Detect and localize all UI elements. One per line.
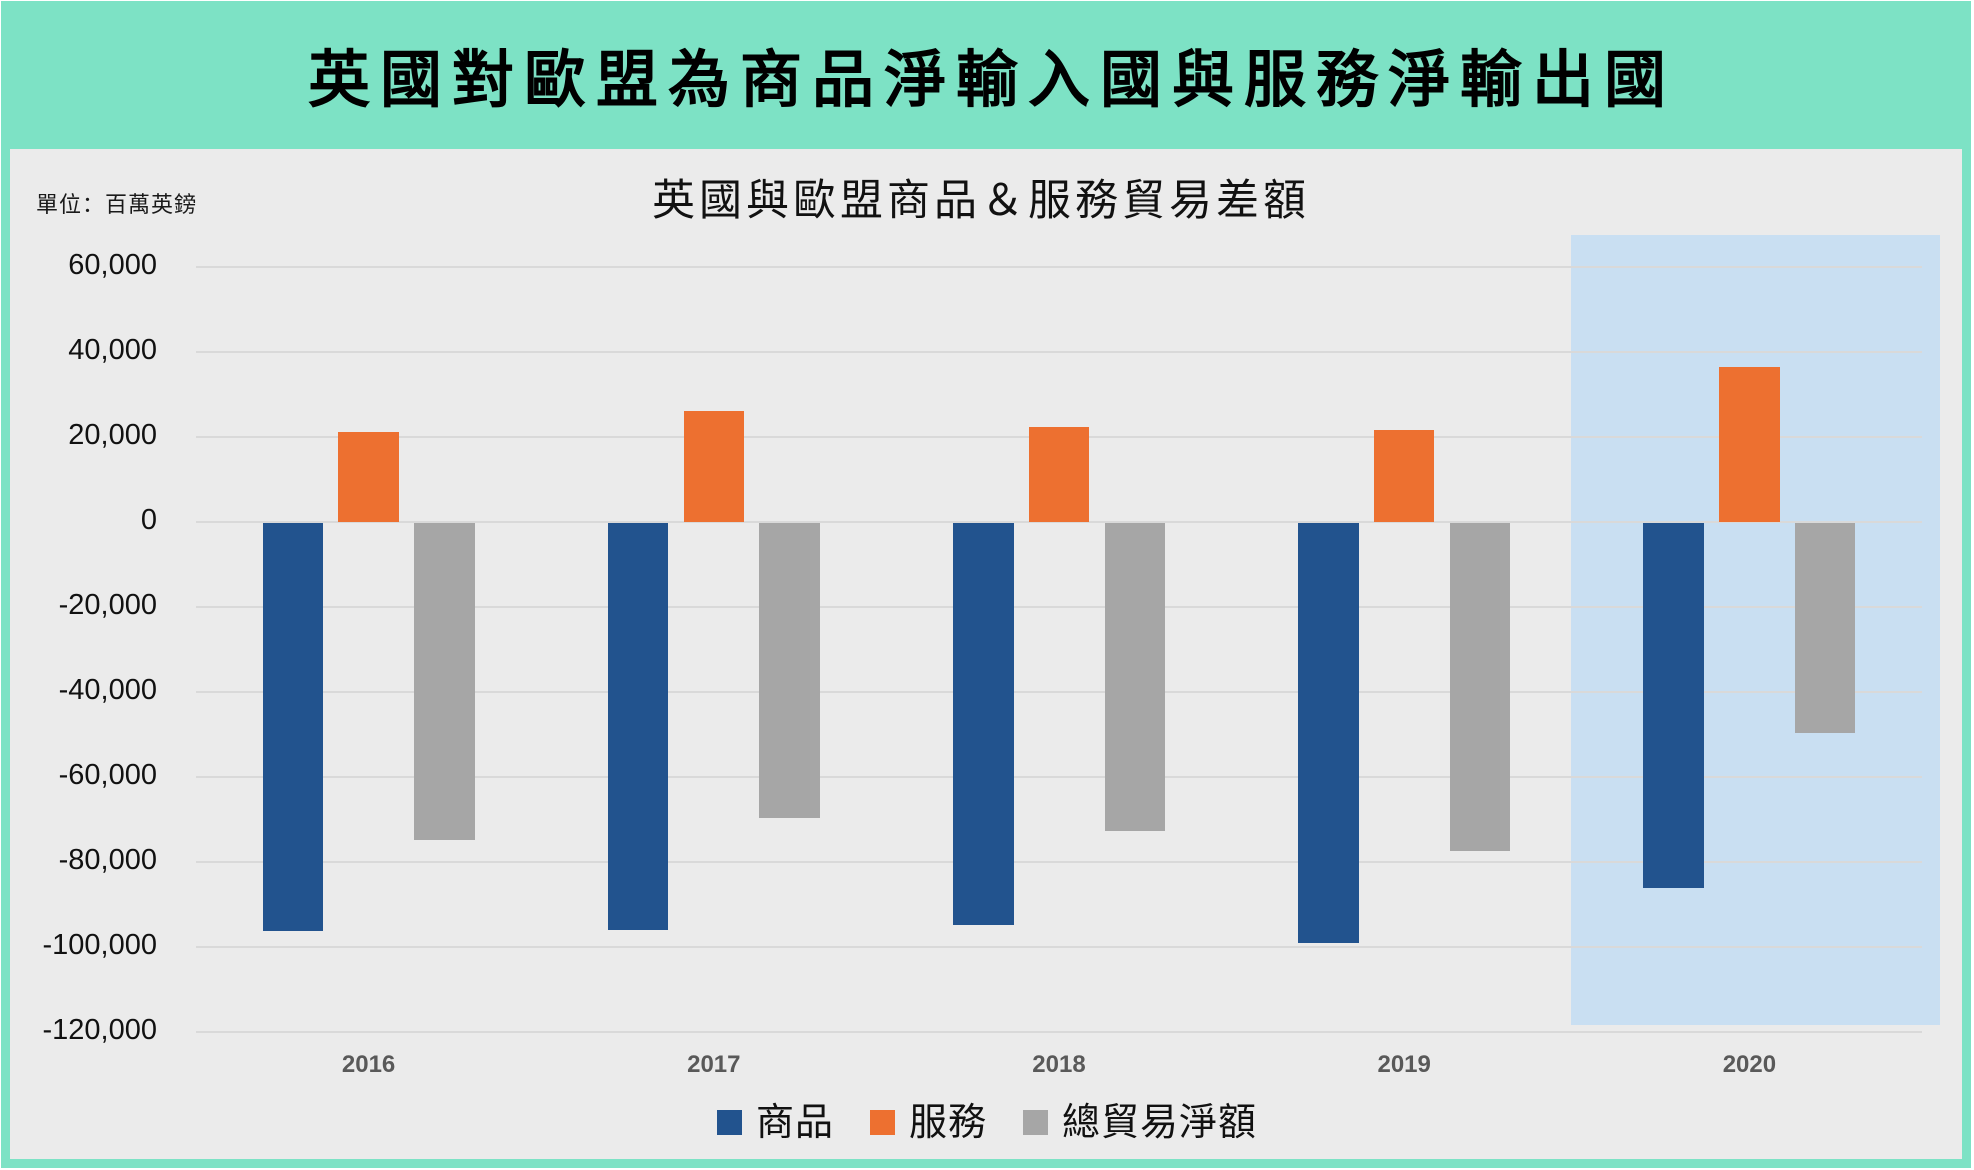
- y-axis-tick-label: -40,000: [58, 674, 157, 707]
- gridline: [196, 860, 1922, 863]
- y-axis-tick-label: 20,000: [68, 419, 157, 452]
- gridline: [196, 691, 1922, 694]
- y-axis-tick-label: -120,000: [42, 1013, 158, 1046]
- legend-item: 總貿易淨額: [1023, 1102, 1257, 1142]
- x-axis-tick-label: 2017: [687, 1051, 741, 1078]
- x-axis-tick-label: 2020: [1722, 1051, 1777, 1078]
- x-axis-tick-label: 2016: [341, 1051, 396, 1078]
- bar-2017-series-1: [683, 410, 745, 523]
- x-axis-tick-label: 2019: [1377, 1051, 1431, 1078]
- gridline: [196, 945, 1922, 948]
- y-axis-tick-label: -20,000: [58, 589, 157, 622]
- y-axis-tick-label: 60,000: [68, 249, 157, 282]
- bar-2018-series-1: [1028, 427, 1090, 523]
- legend-label: 服務: [908, 1100, 987, 1144]
- chart-title: 英國與歐盟商品＆服務貿易差額: [652, 176, 1310, 226]
- gridline: [196, 351, 1922, 354]
- page-title: 英國對歐盟為商品淨輸入國與服務淨輸出國: [307, 43, 1676, 116]
- legend-item: 服務: [869, 1100, 987, 1144]
- legend-label: 商品: [755, 1100, 834, 1144]
- legend-swatch-icon: [1023, 1109, 1048, 1135]
- legend: 商品 服務 總貿易淨額: [0, 1102, 1974, 1142]
- y-axis-tick-label: 40,000: [68, 334, 157, 367]
- gridline: [196, 266, 1922, 269]
- bar-2016-series-2: [414, 523, 475, 841]
- bar-2016-series-0: [262, 523, 324, 931]
- legend-swatch-icon: [716, 1109, 742, 1135]
- y-axis-tick-label: -80,000: [58, 843, 157, 876]
- bar-2016-series-1: [338, 432, 399, 523]
- y-axis-tick-label: 0: [140, 504, 157, 537]
- bar-2020-series-2: [1794, 523, 1856, 733]
- unit-label: 單位：百萬英鎊: [36, 193, 198, 218]
- highlight-box-2020: [1571, 235, 1940, 1025]
- bar-2020-series-0: [1643, 523, 1704, 888]
- legend-label: 總貿易淨額: [1062, 1100, 1258, 1144]
- bar-2019-series-2: [1449, 523, 1511, 851]
- gridline: [196, 1030, 1922, 1033]
- bar-2020-series-1: [1719, 367, 1780, 523]
- bar-2017-series-0: [607, 523, 669, 931]
- bar-2017-series-2: [759, 523, 820, 818]
- bar-2019-series-1: [1373, 429, 1435, 523]
- gridline: [196, 606, 1922, 609]
- y-axis-tick-label: -100,000: [42, 928, 158, 961]
- bar-2018-series-2: [1104, 523, 1165, 831]
- bar-2019-series-0: [1298, 523, 1359, 943]
- bar-2018-series-0: [953, 523, 1014, 926]
- y-axis-tick-label: -60,000: [58, 759, 157, 792]
- legend-swatch-icon: [869, 1109, 895, 1135]
- gridline: [196, 521, 1922, 524]
- x-axis-tick-label: 2018: [1032, 1051, 1086, 1078]
- gridline: [196, 776, 1922, 779]
- legend-item: 商品: [716, 1100, 834, 1144]
